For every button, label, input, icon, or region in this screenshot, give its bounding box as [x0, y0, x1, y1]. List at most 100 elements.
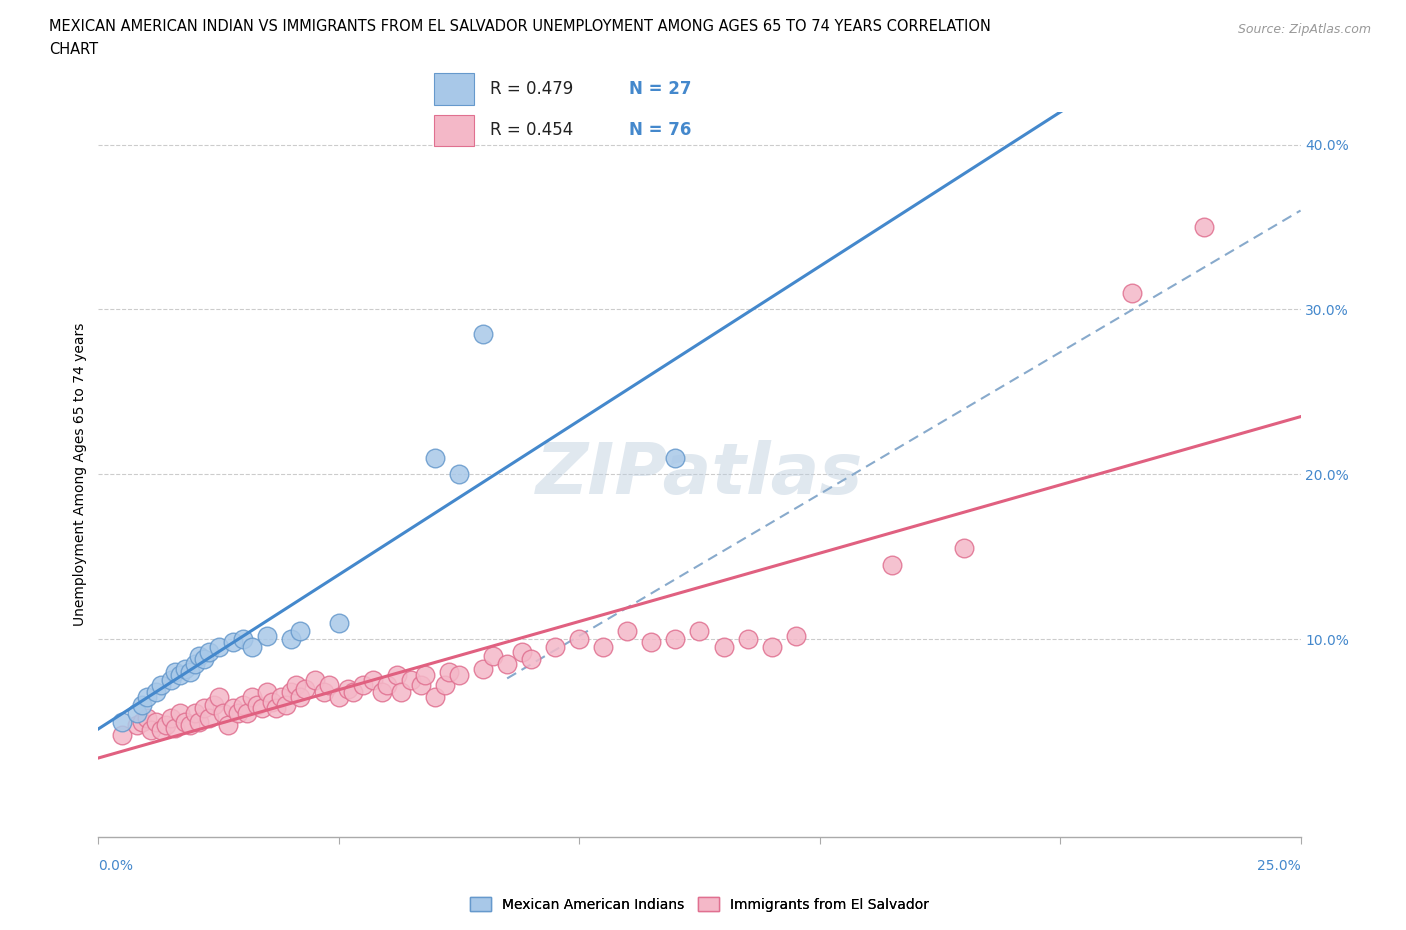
- Point: [125, 706, 148, 721]
- Point: [544, 640, 567, 655]
- Point: [713, 640, 735, 655]
- Point: [179, 665, 201, 680]
- Point: [389, 684, 412, 699]
- Point: [880, 557, 903, 572]
- Point: [640, 635, 662, 650]
- Text: MEXICAN AMERICAN INDIAN VS IMMIGRANTS FROM EL SALVADOR UNEMPLOYMENT AMONG AGES 6: MEXICAN AMERICAN INDIAN VS IMMIGRANTS FR…: [49, 19, 991, 33]
- Point: [222, 635, 245, 650]
- Point: [328, 616, 350, 631]
- Point: [439, 665, 461, 680]
- Legend: Mexican American Indians, Immigrants from El Salvador: Mexican American Indians, Immigrants fro…: [464, 891, 935, 917]
- Point: [274, 698, 297, 712]
- Point: [280, 684, 302, 699]
- Point: [222, 701, 245, 716]
- Point: [256, 629, 278, 644]
- Point: [202, 698, 225, 712]
- Point: [688, 623, 710, 638]
- Point: [616, 623, 638, 638]
- Point: [169, 668, 191, 683]
- Point: [284, 678, 307, 693]
- Text: ZIPatlas: ZIPatlas: [536, 440, 863, 509]
- Point: [472, 661, 495, 676]
- Point: [314, 684, 336, 699]
- Point: [328, 689, 350, 704]
- Point: [125, 717, 148, 732]
- Point: [198, 711, 221, 725]
- Point: [520, 652, 543, 667]
- Point: [290, 689, 312, 704]
- Point: [761, 640, 783, 655]
- Point: [188, 648, 211, 663]
- Point: [415, 668, 437, 683]
- Point: [141, 723, 163, 737]
- Point: [664, 631, 686, 646]
- Point: [111, 714, 134, 729]
- Point: [1194, 219, 1216, 234]
- Point: [169, 706, 191, 721]
- Point: [250, 701, 273, 716]
- Point: [737, 631, 759, 646]
- Point: [664, 450, 686, 465]
- Point: [496, 657, 519, 671]
- Point: [385, 668, 408, 683]
- Point: [371, 684, 394, 699]
- Point: [183, 657, 205, 671]
- Point: [145, 684, 167, 699]
- Point: [399, 673, 422, 688]
- Point: [165, 721, 187, 736]
- Point: [280, 631, 302, 646]
- Point: [785, 629, 807, 644]
- Point: [145, 714, 167, 729]
- FancyBboxPatch shape: [434, 73, 474, 105]
- Point: [409, 678, 432, 693]
- Text: 0.0%: 0.0%: [98, 858, 134, 872]
- Point: [179, 717, 201, 732]
- Point: [318, 678, 340, 693]
- Y-axis label: Unemployment Among Ages 65 to 74 years: Unemployment Among Ages 65 to 74 years: [73, 323, 87, 626]
- Point: [352, 678, 374, 693]
- Point: [266, 701, 288, 716]
- Point: [193, 652, 215, 667]
- FancyBboxPatch shape: [434, 114, 474, 146]
- Point: [423, 450, 446, 465]
- Point: [361, 673, 384, 688]
- Point: [193, 701, 215, 716]
- Point: [256, 684, 278, 699]
- Text: N = 27: N = 27: [628, 80, 692, 98]
- Point: [111, 727, 134, 742]
- Point: [174, 714, 197, 729]
- Point: [149, 723, 172, 737]
- Point: [294, 681, 316, 696]
- Point: [375, 678, 398, 693]
- Point: [217, 717, 239, 732]
- Point: [472, 326, 495, 341]
- Point: [246, 698, 269, 712]
- Point: [165, 665, 187, 680]
- Text: N = 76: N = 76: [628, 121, 692, 139]
- Point: [290, 623, 312, 638]
- Point: [481, 648, 503, 663]
- Point: [270, 689, 292, 704]
- Text: R = 0.479: R = 0.479: [489, 80, 574, 98]
- Point: [188, 714, 211, 729]
- Point: [337, 681, 360, 696]
- Point: [236, 706, 259, 721]
- Point: [183, 706, 205, 721]
- Point: [135, 711, 157, 725]
- Point: [568, 631, 591, 646]
- Point: [212, 706, 235, 721]
- Point: [953, 541, 976, 556]
- Point: [159, 673, 181, 688]
- Point: [174, 661, 197, 676]
- Point: [342, 684, 364, 699]
- Point: [149, 678, 172, 693]
- Point: [592, 640, 614, 655]
- Point: [447, 668, 470, 683]
- Point: [304, 673, 326, 688]
- Point: [232, 631, 254, 646]
- Point: [1121, 286, 1143, 300]
- Point: [240, 640, 263, 655]
- Point: [131, 698, 153, 712]
- Point: [131, 714, 153, 729]
- Text: 25.0%: 25.0%: [1257, 858, 1301, 872]
